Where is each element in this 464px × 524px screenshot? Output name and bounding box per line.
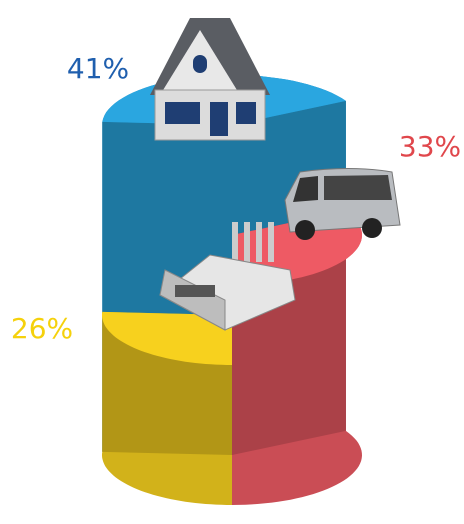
van-icon [284, 168, 401, 240]
value-label: 26% [11, 312, 73, 345]
house-icon [150, 18, 270, 141]
pie-segment [102, 311, 232, 505]
value-label: 33% [399, 130, 461, 163]
pie-segment [232, 210, 362, 505]
segment-top [102, 311, 232, 365]
factory-icon [159, 222, 296, 331]
value-label: 41% [67, 52, 129, 85]
